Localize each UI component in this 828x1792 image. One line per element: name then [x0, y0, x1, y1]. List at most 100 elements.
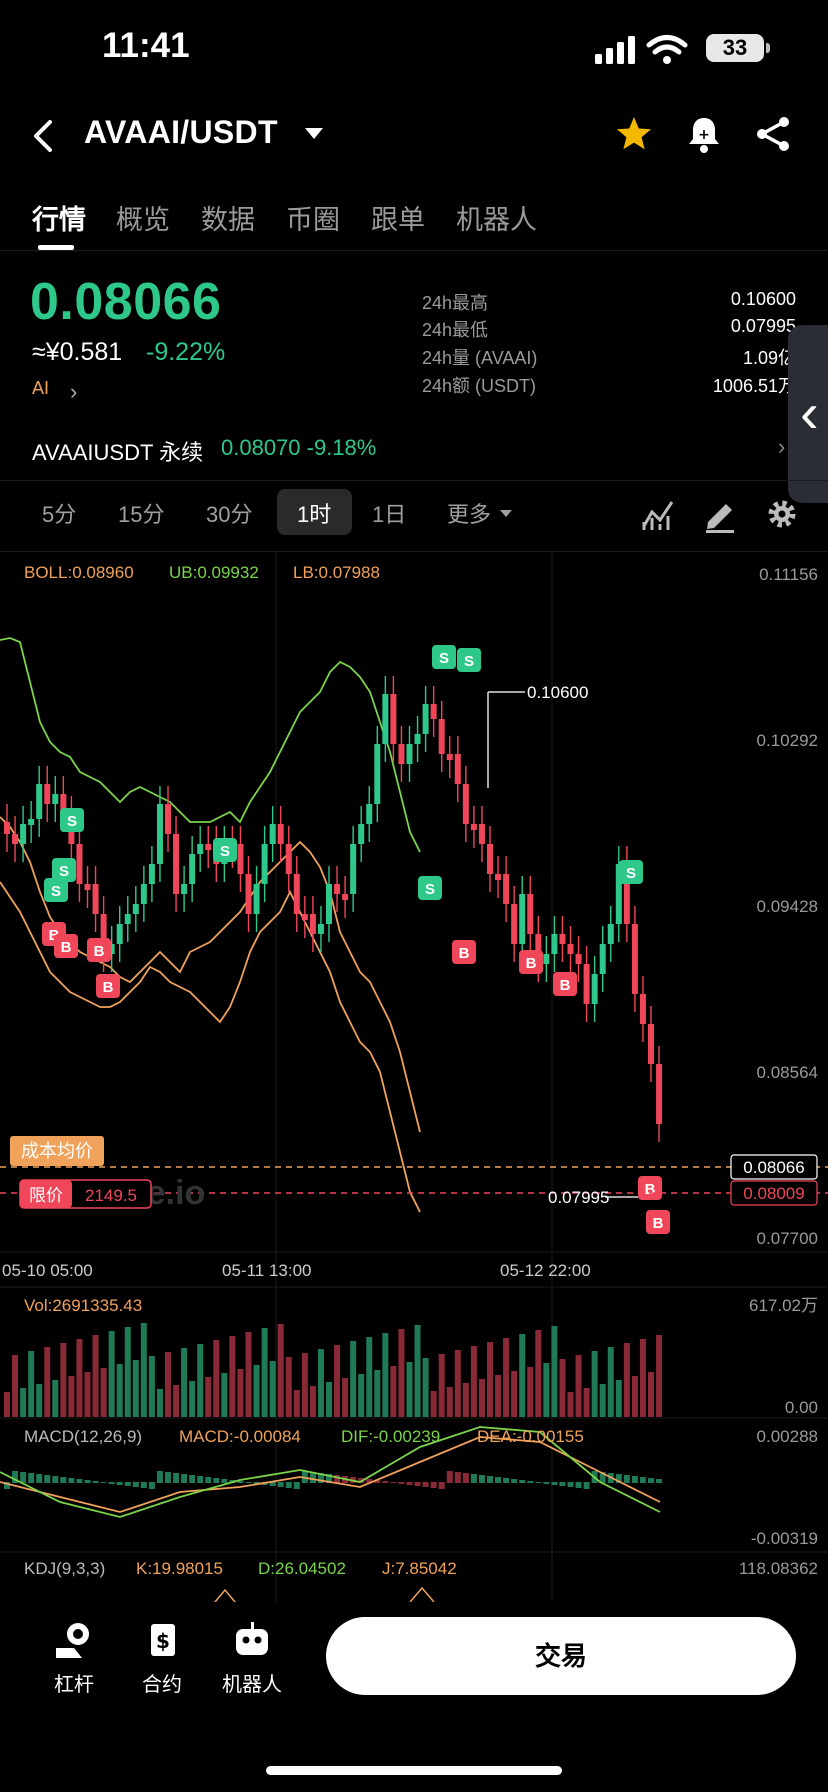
timeframe-1d[interactable]: 1日 [372, 502, 407, 527]
macd-histogram [438, 1482, 445, 1489]
candle [527, 894, 534, 934]
timeframe-15m[interactable]: 15分 [118, 502, 165, 527]
back-arrow-icon[interactable] [28, 118, 58, 154]
candle [438, 719, 445, 754]
volume-bar [36, 1384, 43, 1417]
macd-histogram [52, 1476, 59, 1483]
tab-copy-trading[interactable]: 跟单 [371, 205, 425, 235]
perpetual-name[interactable]: AVAAIUSDT 永续 [32, 440, 204, 465]
volume-bar [229, 1336, 236, 1417]
more-dropdown-icon[interactable] [500, 510, 512, 517]
tab-data[interactable]: 数据 [201, 205, 255, 235]
buy-marker [452, 940, 476, 964]
volume-bar [293, 1390, 300, 1417]
candle [100, 914, 107, 954]
candle [487, 844, 493, 874]
share-icon[interactable] [752, 112, 796, 156]
volume-bar [132, 1360, 139, 1417]
candle [253, 884, 260, 914]
macd-histogram [100, 1482, 107, 1483]
macd-histogram [92, 1481, 99, 1483]
timeframe-more[interactable]: 更多 [447, 502, 492, 527]
nav-futures-label[interactable]: 合约 [142, 1674, 182, 1696]
volume-bar [511, 1371, 518, 1417]
dif-value: DIF:-0.00239 [341, 1427, 440, 1446]
home-indicator[interactable] [266, 1766, 562, 1775]
candle [559, 934, 566, 944]
tab-bots[interactable]: 机器人 [456, 205, 537, 235]
futures-contract-icon[interactable]: $ [141, 1618, 185, 1662]
macd-histogram [567, 1482, 574, 1487]
candle [623, 864, 630, 924]
tab-market[interactable]: 行情 [32, 205, 86, 235]
timeframe-5m[interactable]: 5分 [42, 502, 77, 527]
macd-histogram [462, 1473, 469, 1483]
macd-histogram [253, 1482, 260, 1484]
trade-button[interactable]: 交易 [326, 1617, 796, 1695]
candle [181, 884, 188, 894]
volume-bar [358, 1374, 365, 1417]
tab-community[interactable]: 币圈 [286, 205, 340, 235]
volume-bar [519, 1334, 526, 1417]
volume-bar [269, 1361, 276, 1417]
stat-label: 24h最低 [422, 320, 489, 340]
vol-label: Vol:2691335.43 [24, 1296, 142, 1315]
candle [12, 834, 19, 844]
buy-marker-text: B [526, 955, 537, 972]
price-axis-tick: 0.10292 [757, 731, 818, 750]
volume-bar [253, 1365, 260, 1417]
tab-overview[interactable]: 概览 [116, 205, 170, 235]
pair-dropdown-icon[interactable] [305, 128, 323, 139]
candle [285, 844, 292, 874]
margin-icon[interactable] [52, 1618, 96, 1662]
volume-bars [4, 1323, 663, 1417]
candles [4, 676, 663, 1142]
timeframe-30m[interactable]: 30分 [206, 502, 253, 527]
candle [84, 884, 91, 890]
candle [406, 744, 413, 764]
cost-avg-label: 成本均价 [21, 1141, 93, 1161]
candle [245, 874, 252, 914]
time-axis-tick: 05-12 22:00 [500, 1261, 591, 1280]
macd-histogram [28, 1473, 35, 1483]
star-icon[interactable] [612, 112, 656, 156]
volume-bar [422, 1358, 429, 1417]
pair-title[interactable]: AVAAI/USDT [84, 114, 278, 150]
macd-histogram [398, 1482, 405, 1484]
volume-bar [430, 1391, 437, 1417]
volume-bar [197, 1344, 204, 1417]
sell-marker-text: S [439, 650, 449, 667]
volume-bar [543, 1363, 550, 1417]
time-axis-tick: 05-10 05:00 [2, 1261, 93, 1280]
candle [478, 824, 485, 844]
volume-bar [173, 1385, 180, 1417]
volume-bar [205, 1377, 212, 1417]
draw-pen-icon[interactable] [698, 492, 742, 536]
indicator-icon[interactable] [636, 492, 680, 536]
candle [639, 994, 646, 1024]
side-drawer-handle[interactable] [788, 325, 828, 503]
side-drawer-chevron-icon[interactable]: ‹ [800, 381, 819, 444]
candle [92, 884, 99, 914]
candle [422, 704, 429, 734]
settings-gear-icon[interactable] [760, 492, 804, 536]
macd-histogram [615, 1474, 622, 1483]
stat-value: 1.09亿 [742, 348, 796, 368]
timeframe-1h[interactable]: 1时 [297, 502, 332, 527]
boll-label: BOLL:0.08960 [24, 563, 134, 582]
perpetual-value[interactable]: 0.08070 -9.18% [221, 435, 377, 460]
perpetual-chevron-icon[interactable]: › [778, 434, 786, 459]
nav-bot-label[interactable]: 机器人 [222, 1674, 282, 1696]
volume-bar [12, 1355, 19, 1417]
volume-bar [487, 1342, 493, 1417]
robot-icon[interactable] [230, 1618, 274, 1662]
macd-histogram [181, 1474, 188, 1483]
volume-bar [398, 1329, 405, 1417]
ai-chevron-icon[interactable]: › [70, 379, 78, 404]
candle [599, 944, 606, 974]
nav-margin-label[interactable]: 杠杆 [54, 1674, 94, 1696]
price-alert-bell-icon[interactable]: + [682, 112, 726, 156]
ai-label[interactable]: AI [32, 378, 50, 398]
signal-wifi-icon [595, 35, 688, 64]
